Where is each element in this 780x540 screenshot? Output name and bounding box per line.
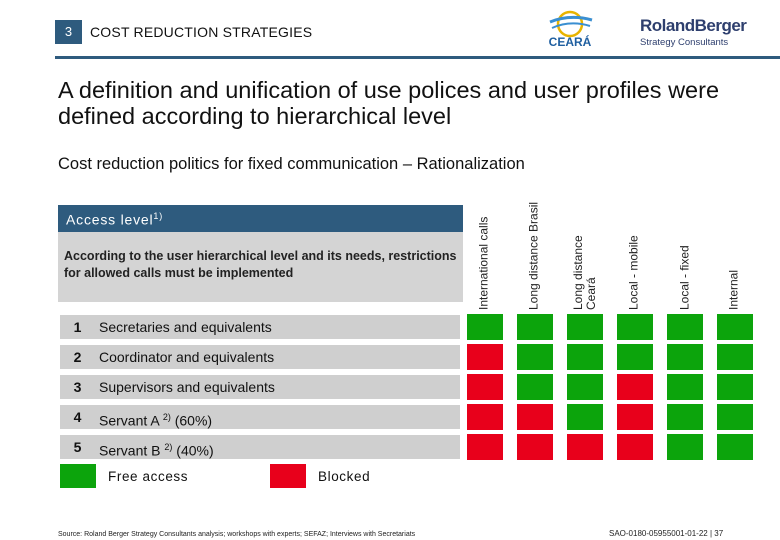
free-access-cell — [667, 374, 703, 400]
column-header-local-mobile: Local - mobile — [626, 235, 641, 310]
page-subtitle: Cost reduction politics for fixed commun… — [58, 155, 525, 173]
row-number: 3 — [60, 375, 95, 399]
free-access-cell — [717, 404, 753, 430]
free-access-cell — [717, 314, 753, 340]
free-access-cell — [667, 404, 703, 430]
row-number: 2 — [60, 345, 95, 369]
section-number: 3 — [55, 20, 82, 44]
legend-free-swatch — [60, 464, 96, 488]
roland-berger-subtitle: Strategy Consultants — [640, 37, 729, 48]
row-number: 4 — [60, 405, 95, 429]
blocked-cell — [467, 344, 503, 370]
legend-free-label: Free access — [108, 469, 189, 484]
roland-berger-name: RolandBerger — [640, 16, 747, 35]
row-label: Servant A 2) (60%) — [95, 405, 460, 429]
roland-berger-logo: RolandBerger Strategy Consultants — [640, 16, 750, 50]
header-rule — [55, 56, 780, 59]
ceara-logo: CEARÁ — [530, 8, 610, 50]
row-label: Secretaries and equivalents — [95, 315, 460, 339]
free-access-cell — [517, 344, 553, 370]
free-access-cell — [467, 314, 503, 340]
free-access-cell — [617, 344, 653, 370]
free-access-cell — [717, 374, 753, 400]
column-header-international: International calls — [476, 216, 491, 310]
legend-blocked-label: Blocked — [318, 469, 371, 484]
free-access-cell — [567, 404, 603, 430]
ceara-emblem-icon: CEARÁ — [549, 10, 593, 49]
free-access-cell — [717, 434, 753, 460]
blocked-cell — [467, 434, 503, 460]
free-access-cell — [717, 344, 753, 370]
access-level-description-box: According to the user hierarchical level… — [58, 232, 463, 302]
free-access-cell — [667, 314, 703, 340]
blocked-cell — [467, 374, 503, 400]
blocked-cell — [617, 404, 653, 430]
column-header-long-distance-ceara: Long distance Ceará — [571, 235, 598, 310]
section-title: COST REDUCTION STRATEGIES — [90, 24, 313, 40]
access-level-header: Access level1) — [58, 205, 463, 232]
free-access-cell — [667, 344, 703, 370]
column-header-long-distance-brasil: Long distance Brasil — [526, 201, 541, 310]
row-label: Supervisors and equivalents — [95, 375, 460, 399]
ceara-logo-text: CEARÁ — [549, 34, 592, 49]
free-access-cell — [667, 434, 703, 460]
free-access-cell — [517, 314, 553, 340]
slide-code: SAO-0180-05955001-01-22 | 37 — [609, 529, 724, 538]
free-access-cell — [617, 314, 653, 340]
access-level-label: Access level1) — [66, 211, 164, 228]
blocked-cell — [617, 374, 653, 400]
free-access-cell — [567, 374, 603, 400]
legend-blocked-swatch — [270, 464, 306, 488]
column-header-internal: Internal — [726, 269, 741, 310]
source-note: Source: Roland Berger Strategy Consultan… — [58, 531, 416, 538]
page-title: A definition and unification of use poli… — [58, 77, 720, 129]
free-access-cell — [517, 374, 553, 400]
row-number: 5 — [60, 435, 95, 459]
column-header-local-fixed: Local - fixed — [677, 245, 692, 310]
access-level-description: According to the user hierarchical level… — [64, 249, 457, 280]
free-access-cell — [567, 344, 603, 370]
free-access-cell — [567, 314, 603, 340]
blocked-cell — [617, 434, 653, 460]
row-number: 1 — [60, 315, 95, 339]
blocked-cell — [467, 404, 503, 430]
row-label: Servant B 2) (40%) — [95, 435, 460, 459]
blocked-cell — [517, 434, 553, 460]
blocked-cell — [567, 434, 603, 460]
row-label: Coordinator and equivalents — [95, 345, 460, 369]
blocked-cell — [517, 404, 553, 430]
